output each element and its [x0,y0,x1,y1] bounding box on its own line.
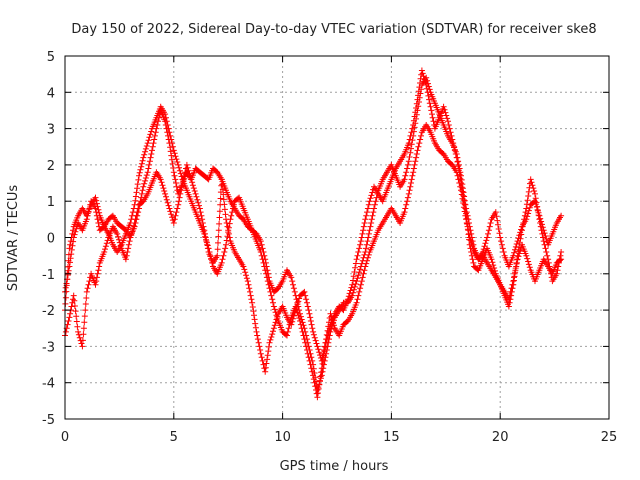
axis-ticks: 0 5 10 15 20 25 -5 -4 -3 -2 -1 0 1 2 3 4 5 [42,50,617,445]
y-tick-label: 5 [47,50,55,65]
chart-title: Day 150 of 2022, Sidereal Day-to-day VTE… [71,22,596,37]
y-tick-label: 4 [47,86,55,101]
y-tick-label: 1 [47,195,55,210]
x-tick-label: 0 [61,430,69,445]
x-axis-label: GPS time / hours [280,459,389,474]
x-tick-label: 15 [383,430,400,445]
x-tick-label: 20 [492,430,509,445]
x-tick-label: 25 [601,430,618,445]
y-tick-label: -3 [42,340,55,355]
y-tick-label: -4 [42,377,55,392]
y-tick-label: -1 [42,268,55,283]
y-axis-label: SDTVAR / TECUs [6,185,21,292]
y-tick-label: 0 [47,232,55,247]
data-points [62,67,565,401]
x-tick-label: 5 [170,430,178,445]
x-tick-label: 10 [274,430,291,445]
y-tick-label: 3 [47,123,55,138]
y-tick-label: -5 [42,413,55,428]
y-tick-label: 2 [47,159,55,174]
y-tick-label: -2 [42,304,55,319]
